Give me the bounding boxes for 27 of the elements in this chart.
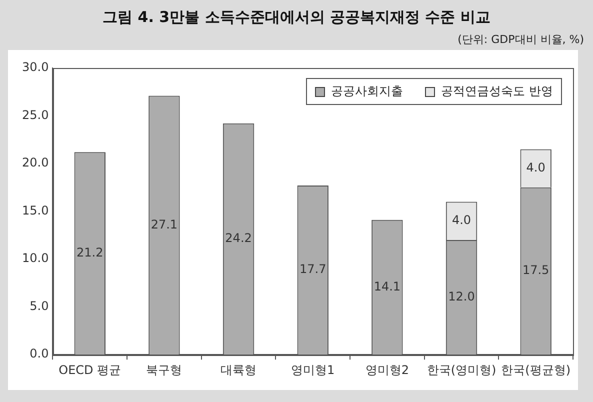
y-tick-label: 15.0: [22, 203, 49, 218]
legend-label: 공적연금성숙도 반영: [441, 83, 553, 100]
data-label: 27.1: [150, 217, 178, 232]
x-tick-label: 한국(영미형): [426, 362, 496, 377]
chart-subtitle: (단위: GDP대비 비율, %): [458, 32, 584, 47]
x-tick-label: 북구형: [146, 362, 182, 377]
x-tick-label: 대륙형: [220, 362, 257, 377]
y-tick-label: 0.0: [30, 346, 49, 361]
data-label: 4.0: [452, 212, 472, 227]
data-label: 24.2: [225, 231, 252, 246]
data-label: 21.2: [76, 245, 104, 260]
y-tick-label: 10.0: [22, 251, 49, 266]
x-tick-label: 영미형1: [291, 362, 335, 377]
data-label: 17.5: [522, 263, 550, 278]
y-tick-label: 25.0: [22, 108, 49, 122]
x-tick-label: 영미형2: [365, 362, 410, 377]
chart-title: 그림 4. 3만불 소득수준대에서의 공공복지재정 수준 비교: [102, 8, 492, 27]
data-label: 12.0: [448, 289, 475, 304]
data-label: 17.7: [300, 262, 326, 276]
data-label: 4.0: [526, 160, 546, 174]
x-tick-label: OECD 평균: [58, 362, 122, 377]
legend-label: 공공사회지출: [331, 83, 403, 100]
y-tick-label: 20.0: [22, 156, 49, 170]
y-tick-label: 30.0: [22, 60, 49, 74]
y-tick-label: 5.0: [30, 298, 49, 313]
data-label: 14.1: [374, 279, 401, 294]
x-tick-label: 한국(평균형): [501, 362, 571, 377]
